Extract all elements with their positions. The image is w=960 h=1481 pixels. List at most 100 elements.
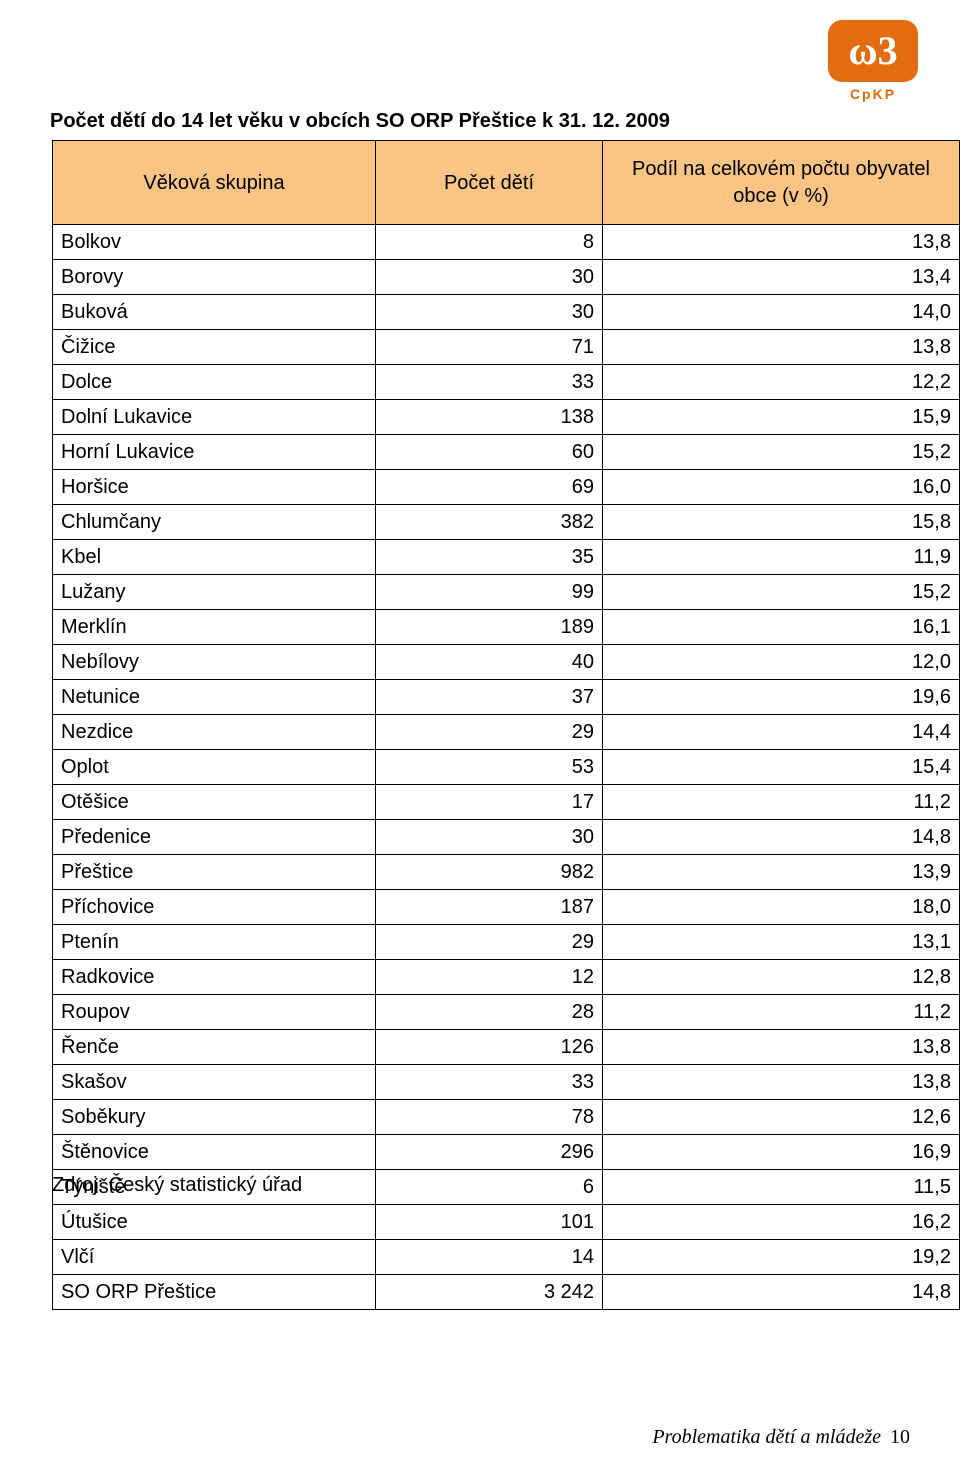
cell-pct: 14,8 (603, 1275, 960, 1310)
cell-pct: 13,1 (603, 925, 960, 960)
cell-pct: 12,2 (603, 365, 960, 400)
logo-subtitle: CpKP (828, 86, 918, 102)
logo: ω3 CpKP (828, 20, 918, 102)
cell-name: Merklín (53, 610, 376, 645)
cell-count: 126 (376, 1030, 603, 1065)
cell-pct: 15,8 (603, 505, 960, 540)
cell-count: 30 (376, 820, 603, 855)
cell-count: 60 (376, 435, 603, 470)
cell-name: Příchovice (53, 890, 376, 925)
cell-pct: 19,2 (603, 1240, 960, 1275)
table-header-row: Věková skupina Počet dětí Podíl na celko… (53, 141, 960, 225)
table-row: Oplot5315,4 (53, 750, 960, 785)
table-row: Nebílovy4012,0 (53, 645, 960, 680)
table-row: Čižice7113,8 (53, 330, 960, 365)
cell-name: Bolkov (53, 225, 376, 260)
cell-count: 6 (376, 1170, 603, 1205)
table-row: Otěšice1711,2 (53, 785, 960, 820)
cell-count: 33 (376, 365, 603, 400)
table-row: Štěnovice29616,9 (53, 1135, 960, 1170)
cell-name: Útušice (53, 1205, 376, 1240)
logo-box: ω3 (828, 20, 918, 82)
cell-name: SO ORP Přeštice (53, 1275, 376, 1310)
cell-count: 40 (376, 645, 603, 680)
cell-pct: 16,2 (603, 1205, 960, 1240)
cell-pct: 15,9 (603, 400, 960, 435)
page-title: Počet dětí do 14 let věku v obcích SO OR… (50, 110, 670, 133)
cell-name: Skašov (53, 1065, 376, 1100)
cell-pct: 12,0 (603, 645, 960, 680)
cell-count: 71 (376, 330, 603, 365)
cell-pct: 12,8 (603, 960, 960, 995)
cell-name: Buková (53, 295, 376, 330)
cell-pct: 13,8 (603, 1030, 960, 1065)
cell-pct: 19,6 (603, 680, 960, 715)
table-row: Lužany9915,2 (53, 575, 960, 610)
cell-name: Roupov (53, 995, 376, 1030)
cell-name: Dolní Lukavice (53, 400, 376, 435)
cell-count: 29 (376, 715, 603, 750)
table-row: Vlčí1419,2 (53, 1240, 960, 1275)
cell-name: Otěšice (53, 785, 376, 820)
cell-count: 101 (376, 1205, 603, 1240)
cell-pct: 11,2 (603, 995, 960, 1030)
cell-name: Kbel (53, 540, 376, 575)
col-header-name: Věková skupina (53, 141, 376, 225)
cell-name: Lužany (53, 575, 376, 610)
table-row: Merklín18916,1 (53, 610, 960, 645)
cell-pct: 13,8 (603, 1065, 960, 1100)
table-row: SO ORP Přeštice3 24214,8 (53, 1275, 960, 1310)
cell-name: Řenče (53, 1030, 376, 1065)
table-row: Řenče12613,8 (53, 1030, 960, 1065)
cell-count: 35 (376, 540, 603, 575)
source-note: Zdroj: Český statistický úřad (52, 1174, 302, 1197)
cell-name: Nezdice (53, 715, 376, 750)
cell-count: 30 (376, 260, 603, 295)
data-table: Věková skupina Počet dětí Podíl na celko… (52, 140, 960, 1310)
cell-count: 99 (376, 575, 603, 610)
cell-count: 78 (376, 1100, 603, 1135)
table-row: Netunice3719,6 (53, 680, 960, 715)
cell-name: Předenice (53, 820, 376, 855)
table-row: Útušice10116,2 (53, 1205, 960, 1240)
table-row: Dolní Lukavice13815,9 (53, 400, 960, 435)
table-row: Dolce3312,2 (53, 365, 960, 400)
cell-count: 12 (376, 960, 603, 995)
cell-name: Přeštice (53, 855, 376, 890)
cell-name: Ptenín (53, 925, 376, 960)
table-row: Skašov3313,8 (53, 1065, 960, 1100)
cell-pct: 16,0 (603, 470, 960, 505)
cell-pct: 11,9 (603, 540, 960, 575)
cell-name: Chlumčany (53, 505, 376, 540)
cell-count: 28 (376, 995, 603, 1030)
table-row: Ptenín2913,1 (53, 925, 960, 960)
cell-name: Borovy (53, 260, 376, 295)
cell-name: Radkovice (53, 960, 376, 995)
cell-count: 30 (376, 295, 603, 330)
cell-count: 189 (376, 610, 603, 645)
cell-count: 3 242 (376, 1275, 603, 1310)
table-row: Nezdice2914,4 (53, 715, 960, 750)
cell-pct: 16,1 (603, 610, 960, 645)
table-row: Příchovice18718,0 (53, 890, 960, 925)
cell-name: Horní Lukavice (53, 435, 376, 470)
col-header-pct: Podíl na celkovém počtu obyvatel obce (v… (603, 141, 960, 225)
table-row: Horšice6916,0 (53, 470, 960, 505)
cell-count: 187 (376, 890, 603, 925)
cell-pct: 16,9 (603, 1135, 960, 1170)
footer-page-number: 10 (890, 1426, 910, 1448)
table-row: Předenice3014,8 (53, 820, 960, 855)
table-row: Bolkov813,8 (53, 225, 960, 260)
col-header-count: Počet dětí (376, 141, 603, 225)
cell-count: 69 (376, 470, 603, 505)
cell-pct: 14,4 (603, 715, 960, 750)
table-row: Roupov2811,2 (53, 995, 960, 1030)
cell-count: 33 (376, 1065, 603, 1100)
cell-name: Štěnovice (53, 1135, 376, 1170)
cell-pct: 13,4 (603, 260, 960, 295)
cell-pct: 14,8 (603, 820, 960, 855)
cell-pct: 18,0 (603, 890, 960, 925)
cell-name: Nebílovy (53, 645, 376, 680)
cell-pct: 14,0 (603, 295, 960, 330)
table-row: Soběkury7812,6 (53, 1100, 960, 1135)
